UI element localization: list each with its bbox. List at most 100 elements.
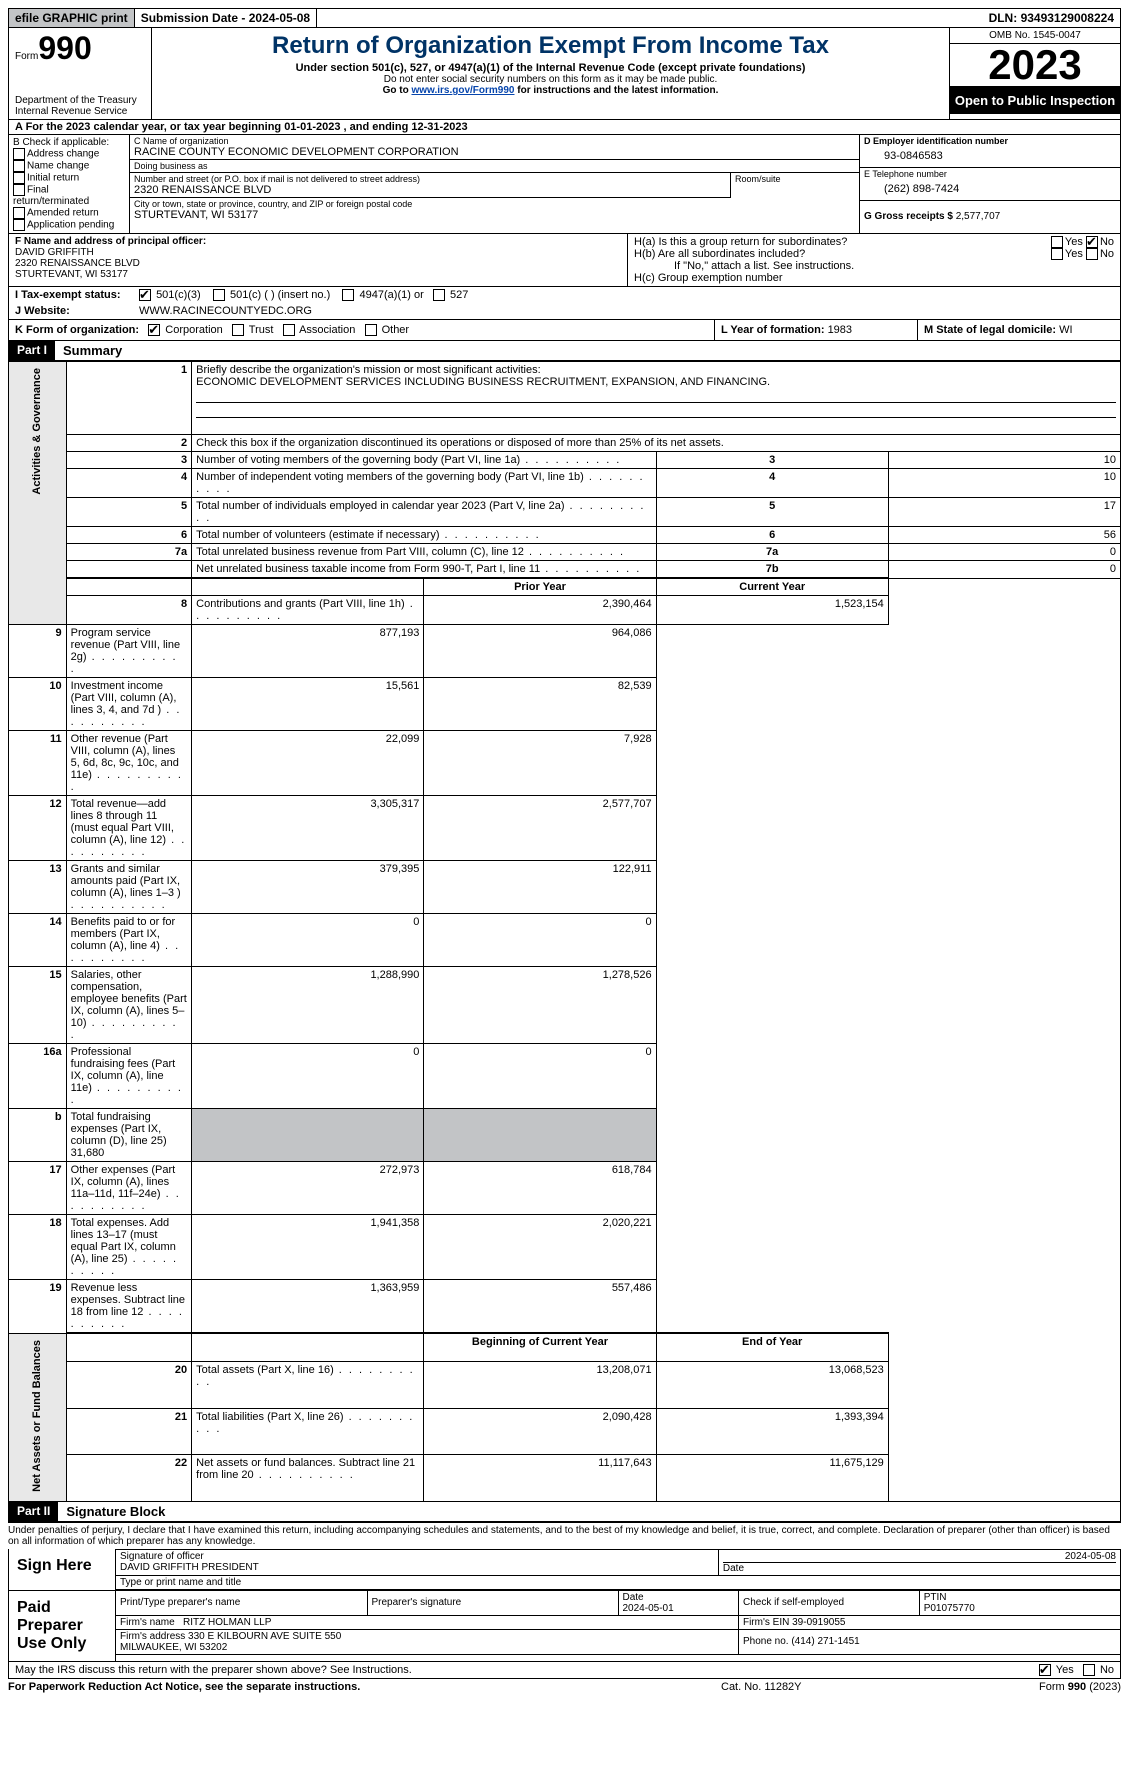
- phone: (262) 898-7424: [864, 179, 1116, 199]
- rev-desc: Other revenue (Part VIII, column (A), li…: [66, 731, 192, 796]
- part1-header: Part I Summary: [8, 341, 1121, 361]
- exp-curr: 122,911: [424, 861, 656, 914]
- submission-date: Submission Date - 2024-05-08: [135, 9, 317, 27]
- website[interactable]: WWW.RACINECOUNTYEDC.ORG: [133, 303, 1120, 319]
- col-boy: Beginning of Current Year: [424, 1333, 656, 1361]
- sign-here-label: Sign Here: [9, 1549, 116, 1590]
- gov-desc: Total number of volunteers (estimate if …: [192, 527, 656, 544]
- header-center: Return of Organization Exempt From Incom…: [152, 28, 949, 119]
- exp-curr: 0: [424, 1044, 656, 1109]
- gov-box: 4: [656, 469, 888, 498]
- box-h: H(a) Is this a group return for subordin…: [628, 234, 1120, 286]
- na-boy: 13,208,071: [424, 1361, 656, 1408]
- gov-val: 0: [888, 561, 1120, 579]
- goto-line: Go to www.irs.gov/Form990 for instructio…: [158, 85, 943, 96]
- rev-curr: 7,928: [424, 731, 656, 796]
- chk-527[interactable]: 527: [433, 289, 468, 301]
- chk-name[interactable]: Name change: [13, 160, 125, 172]
- chk-address[interactable]: Address change: [13, 148, 125, 160]
- discuss-yes[interactable]: Yes: [1039, 1664, 1074, 1676]
- rev-prior: 3,305,317: [192, 796, 424, 861]
- open-to-public: Open to Public Inspection: [950, 87, 1120, 114]
- rev-prior: 22,099: [192, 731, 424, 796]
- discuss-no[interactable]: No: [1083, 1664, 1114, 1676]
- exp-desc: Revenue less expenses. Subtract line 18 …: [66, 1280, 192, 1334]
- ptin: P01075770: [924, 1603, 975, 1614]
- exp-desc: Other expenses (Part IX, column (A), lin…: [66, 1162, 192, 1215]
- irs-link[interactable]: www.irs.gov/Form990: [411, 85, 514, 96]
- gov-val: 10: [888, 452, 1120, 469]
- rev-prior: 877,193: [192, 625, 424, 678]
- exp-prior: 1,941,358: [192, 1215, 424, 1280]
- chk-assoc[interactable]: Association: [283, 324, 356, 336]
- box-f: F Name and address of principal officer:…: [9, 234, 628, 286]
- col-prior: Prior Year: [424, 578, 656, 596]
- exp-prior: 0: [192, 914, 424, 967]
- side-ag: Activities & Governance: [9, 362, 67, 625]
- firm-ein: 39-0919055: [792, 1617, 845, 1628]
- dept-treasury: Department of the Treasury Internal Reve…: [15, 95, 145, 117]
- gov-desc: Net unrelated business taxable income fr…: [192, 561, 656, 579]
- line2: Check this box if the organization disco…: [192, 435, 1121, 452]
- col-eoy: End of Year: [656, 1333, 888, 1361]
- chk-501c3[interactable]: 501(c)(3): [139, 289, 201, 301]
- hb-yes[interactable]: Yes: [1051, 248, 1083, 260]
- chk-4947[interactable]: 4947(a)(1) or: [342, 289, 423, 301]
- chk-corp[interactable]: Corporation: [148, 324, 223, 336]
- chk-final[interactable]: Final return/terminated: [13, 184, 125, 207]
- rev-desc: Investment income (Part VIII, column (A)…: [66, 678, 192, 731]
- chk-initial[interactable]: Initial return: [13, 172, 125, 184]
- rev-prior: 2,390,464: [424, 596, 656, 625]
- city: STURTEVANT, WI 53177: [134, 209, 855, 221]
- paid-preparer-label: Paid Preparer Use Only: [9, 1591, 116, 1661]
- summary-table: Activities & Governance 1 Briefly descri…: [8, 361, 1121, 1501]
- form-subtitle: Under section 501(c), 527, or 4947(a)(1)…: [158, 62, 943, 74]
- gov-desc: Total number of individuals employed in …: [192, 498, 656, 527]
- exp-prior: 379,395: [192, 861, 424, 914]
- ha-no[interactable]: No: [1086, 236, 1114, 248]
- gov-box: 7b: [656, 561, 888, 579]
- rev-desc: Total revenue—add lines 8 through 11 (mu…: [66, 796, 192, 861]
- gov-val: 56: [888, 527, 1120, 544]
- box-l: L Year of formation: 1983: [714, 320, 917, 340]
- exp-desc: Benefits paid to or for members (Part IX…: [66, 914, 192, 967]
- block-fh: F Name and address of principal officer:…: [8, 234, 1121, 287]
- ha-yes[interactable]: Yes: [1051, 236, 1083, 248]
- mission: ECONOMIC DEVELOPMENT SERVICES INCLUDING …: [196, 376, 770, 388]
- exp-desc: Total fundraising expenses (Part IX, col…: [66, 1109, 192, 1162]
- line-a: A For the 2023 calendar year, or tax yea…: [8, 120, 1121, 135]
- chk-501c[interactable]: 501(c) ( ) (insert no.): [213, 289, 330, 301]
- page-footer: For Paperwork Reduction Act Notice, see …: [8, 1679, 1121, 1693]
- firm-name: RITZ HOLMAN LLP: [183, 1617, 271, 1628]
- gov-val: 17: [888, 498, 1120, 527]
- officer-name: DAVID GRIFFITH: [15, 247, 621, 258]
- form-header: Form990 Department of the Treasury Inter…: [8, 28, 1121, 120]
- hb-no[interactable]: No: [1086, 248, 1114, 260]
- signature-block: Sign Here Signature of officer DAVID GRI…: [8, 1549, 1121, 1662]
- chk-trust[interactable]: Trust: [232, 324, 274, 336]
- exp-prior: [192, 1109, 424, 1162]
- header-left: Form990 Department of the Treasury Inter…: [9, 28, 152, 119]
- org-name: RACINE COUNTY ECONOMIC DEVELOPMENT CORPO…: [134, 146, 855, 158]
- gov-box: 3: [656, 452, 888, 469]
- top-bar: efile GRAPHIC print Submission Date - 20…: [8, 8, 1121, 28]
- exp-prior: 1,288,990: [192, 967, 424, 1044]
- exp-curr: 557,486: [424, 1280, 656, 1334]
- firm-phone: (414) 271-1451: [791, 1636, 859, 1647]
- row-i: I Tax-exempt status: 501(c)(3) 501(c) ( …: [8, 287, 1121, 303]
- rev-curr: 82,539: [424, 678, 656, 731]
- row-j: J Website: WWW.RACINECOUNTYEDC.ORG: [8, 303, 1121, 320]
- exp-desc: Grants and similar amounts paid (Part IX…: [66, 861, 192, 914]
- exp-desc: Salaries, other compensation, employee b…: [66, 967, 192, 1044]
- gov-desc: Number of independent voting members of …: [192, 469, 656, 498]
- rev-curr: 1,523,154: [656, 596, 888, 625]
- na-desc: Net assets or fund balances. Subtract li…: [192, 1455, 424, 1502]
- gov-val: 10: [888, 469, 1120, 498]
- part2-header: Part II Signature Block: [8, 1502, 1121, 1522]
- exp-curr: 0: [424, 914, 656, 967]
- efile-badge[interactable]: efile GRAPHIC print: [9, 9, 135, 27]
- chk-other[interactable]: Other: [365, 324, 410, 336]
- chk-amended[interactable]: Amended return: [13, 207, 125, 219]
- chk-pending[interactable]: Application pending: [13, 219, 125, 231]
- self-employed[interactable]: Check if self-employed: [738, 1591, 919, 1616]
